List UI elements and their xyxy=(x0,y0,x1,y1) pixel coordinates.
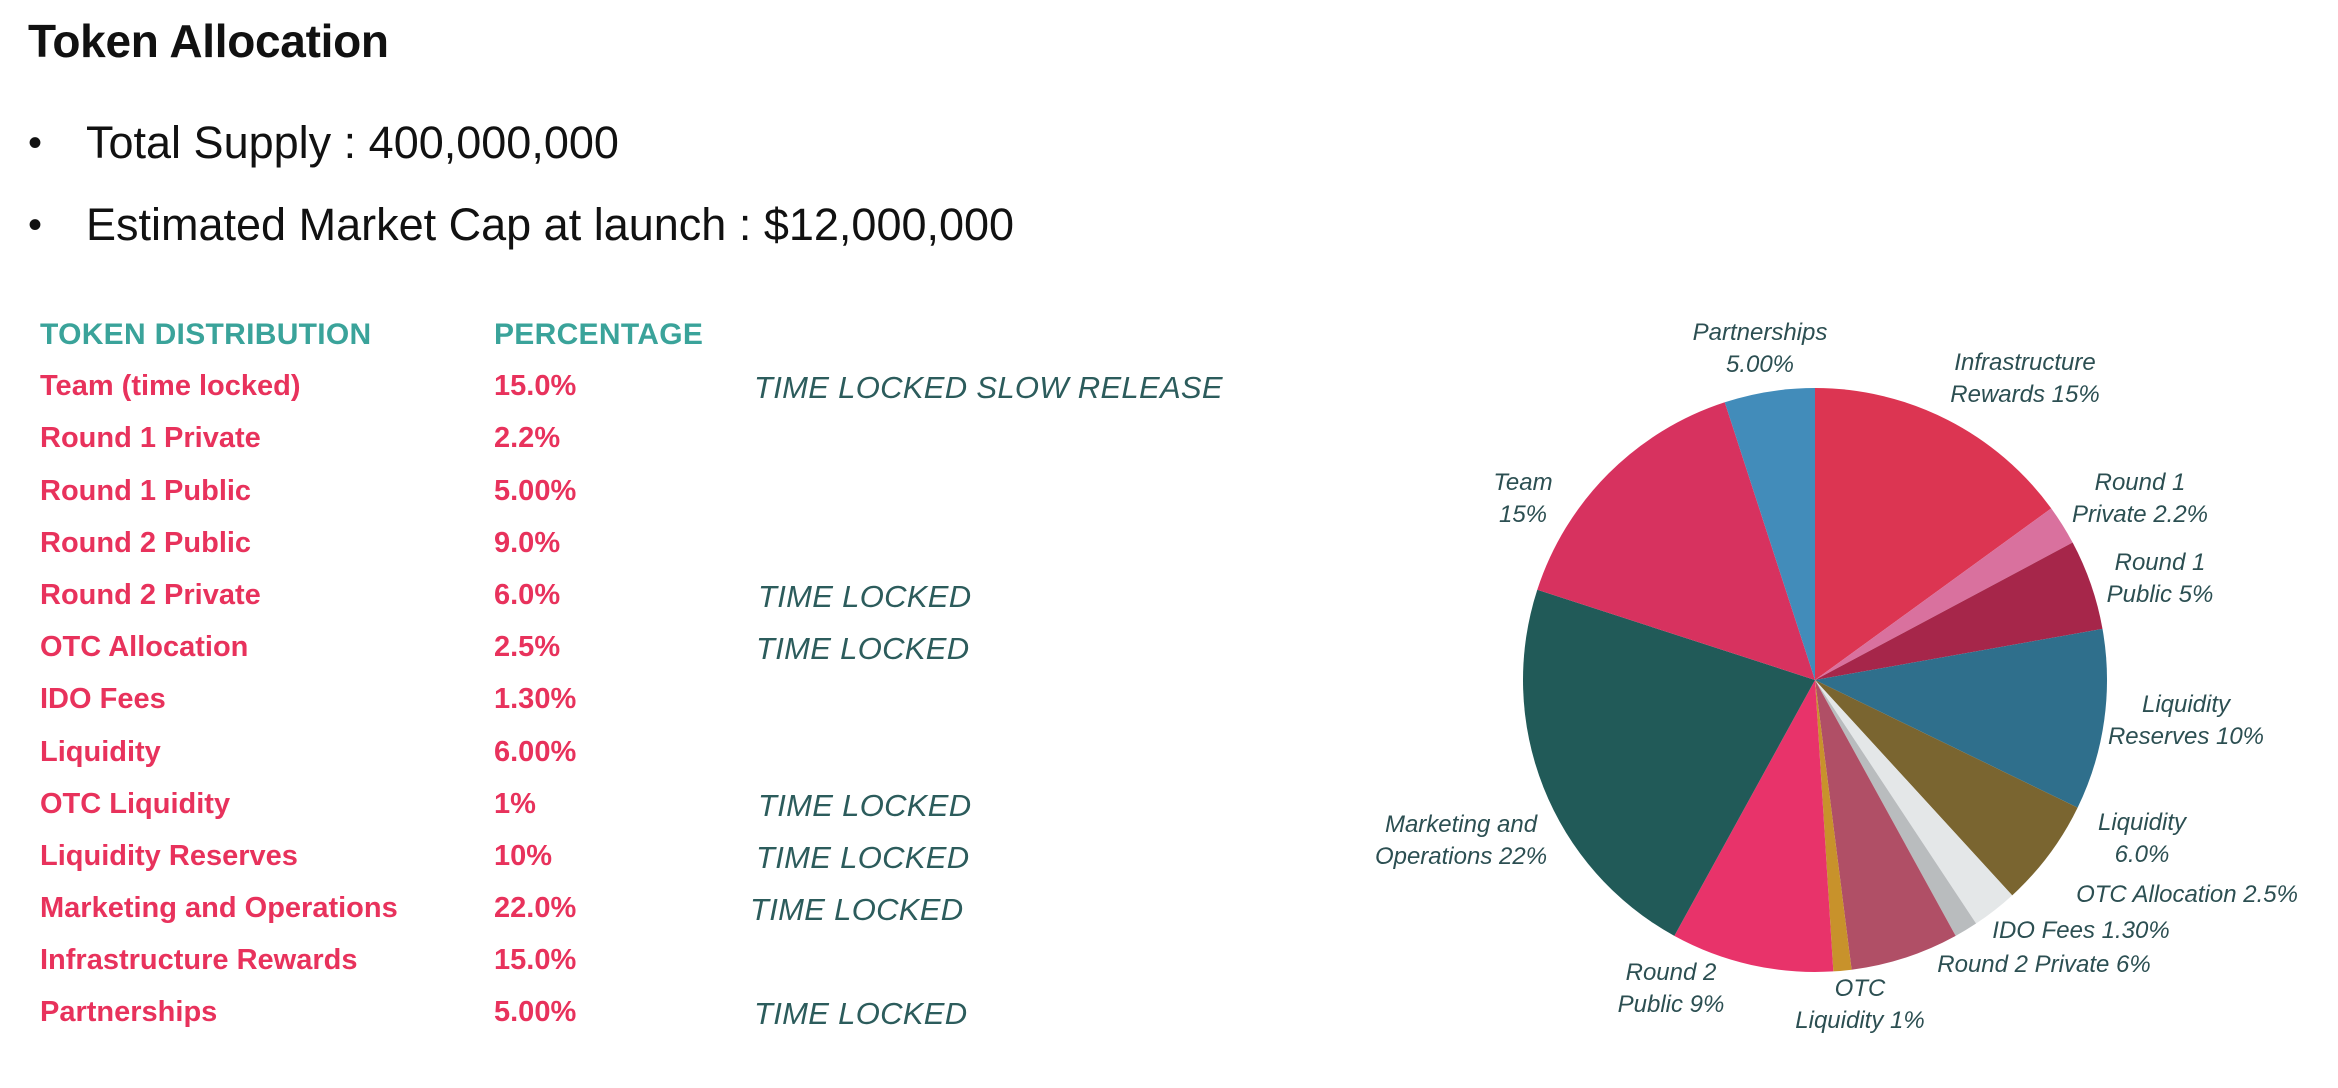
bullet-label: Estimated Market Cap at launch xyxy=(86,199,727,250)
row-percentage: 15.0% xyxy=(494,370,577,403)
pie-slice-label: Partnerships 5.00% xyxy=(1693,319,1828,378)
bullet-separator: : xyxy=(726,199,764,250)
pie-label-line: Public 5% xyxy=(2107,581,2214,608)
pie-label-line: Liquidity xyxy=(2098,809,2188,836)
pie-labels: Infrastructure Rewards 15% Round 1 Private … xyxy=(1375,319,2298,1034)
row-name: Round 2 Public xyxy=(40,526,252,559)
summary-bullets: • Total Supply : 400,000,000 • Estimated… xyxy=(28,102,1014,266)
pie-slice xyxy=(1537,402,1815,680)
row-name: OTC Liquidity xyxy=(40,787,231,820)
pie-slice xyxy=(1815,680,2013,924)
row-name: Infrastructure Rewards xyxy=(40,944,358,977)
pie-label-line: Liquidity 1% xyxy=(1795,1007,1924,1034)
pie-label-line: 5.00% xyxy=(1726,351,1794,378)
row-percentage: 6.00% xyxy=(494,735,577,768)
row-name: Liquidity Reserves xyxy=(40,839,298,872)
pie-label-line: Round 1 xyxy=(2115,549,2206,576)
pie-slice-label: OTC Liquidity 1% xyxy=(1795,975,1924,1034)
row-note: TIME LOCKED xyxy=(754,996,968,1032)
pie-label-line: OTC Allocation 2.5% xyxy=(2076,881,2298,908)
pie-label-line: Reserves 10% xyxy=(2108,723,2264,750)
pie-label-line: Partnerships xyxy=(1693,319,1828,346)
pie-slice-label: Team 15% xyxy=(1493,469,1552,528)
pie-slice xyxy=(1815,680,1956,970)
row-note: TIME LOCKED SLOW RELEASE xyxy=(754,370,1223,406)
bullet-value: $12,000,000 xyxy=(763,199,1015,250)
pie-label-line: Team xyxy=(1493,469,1552,496)
bullet-value: 400,000,000 xyxy=(368,117,619,168)
pie-slice-label: Infrastructure Rewards 15% xyxy=(1950,349,2099,408)
token-allocation-pie-chart: Infrastructure Rewards 15% Round 1 Private … xyxy=(1375,319,2298,1034)
row-name: Liquidity xyxy=(40,735,161,768)
row-name: OTC Allocation xyxy=(40,631,249,664)
pie-label-line: Public 9% xyxy=(1618,991,1725,1018)
bullet-total-supply: • Total Supply : 400,000,000 xyxy=(28,102,1014,184)
header-token-distribution: TOKEN DISTRIBUTION xyxy=(40,318,372,351)
row-percentage: 9.0% xyxy=(494,526,561,559)
row-percentage: 15.0% xyxy=(494,944,577,977)
row-name: Round 2 Private xyxy=(40,578,261,611)
pie-slice-label: Liquidity 6.0% xyxy=(2098,809,2188,868)
pie-slice xyxy=(1674,680,1834,972)
row-name: Marketing and Operations xyxy=(40,892,398,925)
row-name: Round 1 Public xyxy=(40,474,252,507)
row-name: Round 1 Private xyxy=(40,422,261,455)
pie-label-line: Rewards 15% xyxy=(1950,381,2099,408)
pie-slice-label: Round 2 Private 6% xyxy=(1937,951,2150,978)
row-name: IDO Fees xyxy=(40,683,166,716)
pie-slices xyxy=(1523,388,2107,972)
bullet-dot: • xyxy=(28,121,43,165)
row-note: TIME LOCKED xyxy=(756,839,970,875)
page-title: Token Allocation xyxy=(28,15,389,67)
row-percentage: 10% xyxy=(494,839,553,872)
row-percentage: 2.2% xyxy=(494,422,561,455)
row-note: TIME LOCKED xyxy=(756,631,970,667)
pie-slice-label: Round 1 Public 5% xyxy=(2107,549,2214,608)
pie-slice xyxy=(1523,589,1815,936)
pie-slice-label: Marketing and Operations 22% xyxy=(1375,811,1547,870)
pie-slice-label: Liquidity Reserves 10% xyxy=(2108,691,2264,750)
row-percentage: 6.0% xyxy=(494,578,561,611)
pie-label-line: Marketing and xyxy=(1385,811,1538,838)
row-name: Team (time locked) xyxy=(40,370,301,403)
pie-label-line: IDO Fees 1.30% xyxy=(1992,917,2169,944)
pie-label-line: Round 2 Private 6% xyxy=(1937,951,2150,978)
pie-slice-label: IDO Fees 1.30% xyxy=(1992,917,2169,944)
pie-label-line: Infrastructure xyxy=(1954,349,2095,376)
row-name: Partnerships xyxy=(40,996,218,1029)
pie-slice xyxy=(1815,680,2078,896)
pie-slice-label: Round 2 Public 9% xyxy=(1618,959,1725,1018)
pie-label-line: OTC xyxy=(1835,975,1886,1002)
row-note: TIME LOCKED xyxy=(750,892,964,928)
row-percentage: 2.5% xyxy=(494,631,561,664)
pie-slice xyxy=(1815,680,1852,972)
pie-slice xyxy=(1815,628,2107,808)
bullet-separator: : xyxy=(331,117,369,168)
pie-slice xyxy=(1724,388,1815,680)
pie-slice xyxy=(1815,542,2103,680)
pie-label-line: Round 2 xyxy=(1626,959,1717,986)
pie-label-line: Liquidity xyxy=(2142,691,2232,718)
row-percentage: 1.30% xyxy=(494,683,577,716)
row-percentage: 22.0% xyxy=(494,892,577,925)
pie-slice xyxy=(1815,680,1977,936)
pie-slice xyxy=(1815,388,2052,680)
row-note: TIME LOCKED xyxy=(758,578,972,614)
pie-label-line: 6.0% xyxy=(2115,841,2170,868)
bullet-dot: • xyxy=(28,203,43,247)
header-percentage: PERCENTAGE xyxy=(494,318,704,351)
row-note: TIME LOCKED xyxy=(758,787,972,823)
pie-label-line: 15% xyxy=(1499,501,1547,528)
pie-slice xyxy=(1815,508,2073,680)
pie-label-line: Private 2.2% xyxy=(2072,501,2208,528)
pie-label-line: Round 1 xyxy=(2095,469,2186,496)
pie-slice-label: OTC Allocation 2.5% xyxy=(2076,881,2298,908)
pie-slice-label: Round 1 Private 2.2% xyxy=(2072,469,2208,528)
pie-label-line: Operations 22% xyxy=(1375,843,1547,870)
bullet-label: Total Supply xyxy=(86,117,332,168)
row-percentage: 5.00% xyxy=(494,996,577,1029)
bullet-market-cap: • Estimated Market Cap at launch : $12,0… xyxy=(28,184,1014,266)
row-percentage: 1% xyxy=(494,787,536,820)
row-percentage: 5.00% xyxy=(494,474,577,507)
